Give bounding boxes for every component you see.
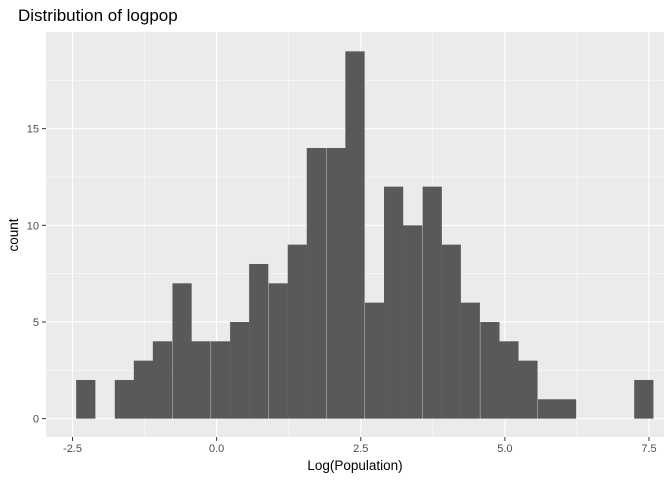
histogram-bar: [441, 244, 461, 419]
histogram-bar: [211, 341, 231, 419]
histogram-bar: [422, 186, 442, 419]
chart-title: Distribution of logpop: [18, 6, 178, 25]
histogram-bar: [518, 360, 538, 419]
histogram-bar: [287, 244, 307, 419]
histogram-bar: [403, 225, 423, 419]
histogram-bar: [249, 263, 269, 419]
histogram-bar: [326, 147, 346, 419]
x-tick-label: -2.5: [63, 443, 82, 455]
histogram-bar: [364, 302, 385, 419]
histogram-bar: [76, 379, 96, 419]
histogram-bar: [460, 302, 480, 419]
y-axis-title: count: [6, 218, 21, 251]
histogram-bar: [268, 283, 288, 419]
x-tick-label: 0.0: [209, 443, 224, 455]
histogram-bar: [133, 360, 154, 419]
histogram-bar: [556, 399, 577, 419]
histogram-bar: [114, 379, 135, 419]
y-tick-label: 10: [27, 220, 39, 232]
y-tick-label: 0: [33, 414, 39, 426]
histogram-bars: [76, 51, 654, 419]
histogram-bar: [191, 341, 211, 419]
histogram-bar: [384, 186, 404, 419]
x-tick-label: 7.5: [641, 443, 656, 455]
histogram-bar: [152, 341, 173, 419]
x-axis-title: Log(Population): [307, 458, 402, 473]
x-axis: -2.5 0.0 2.5 5.0 7.5: [63, 437, 657, 455]
y-tick-label: 15: [27, 124, 39, 136]
histogram-bar: [634, 379, 654, 419]
histogram-bar: [480, 321, 500, 419]
histogram-bar: [537, 399, 558, 419]
histogram-bar: [230, 321, 250, 419]
x-tick-label: 2.5: [353, 443, 368, 455]
histogram-bar: [499, 341, 519, 419]
histogram-bar: [345, 51, 365, 419]
y-tick-label: 5: [33, 317, 39, 329]
histogram-bar: [306, 147, 326, 419]
y-axis: 0 5 10 15: [27, 124, 46, 426]
histogram-bar: [172, 283, 192, 419]
x-tick-label: 5.0: [497, 443, 512, 455]
